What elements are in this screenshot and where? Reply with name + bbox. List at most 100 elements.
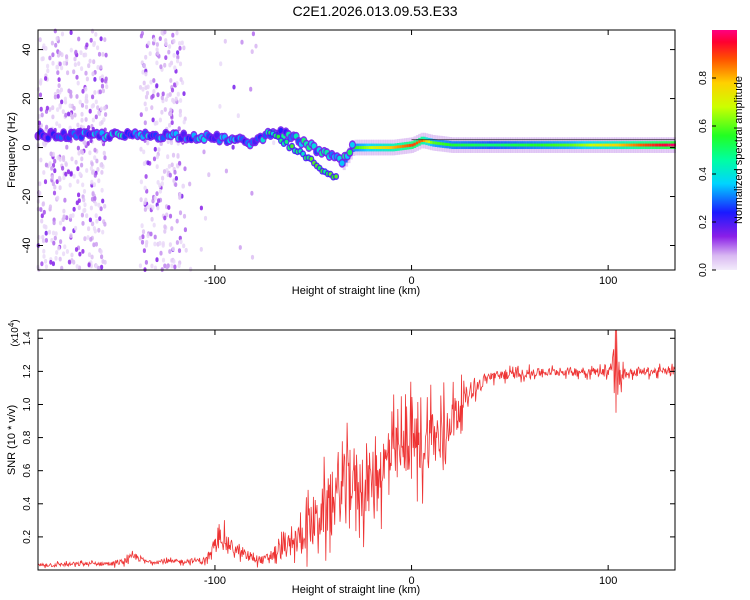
- spectrogram-ridge-core: [451, 143, 455, 147]
- spectrogram-noise-cell: [89, 37, 93, 43]
- spectrogram-ridge-core: [423, 139, 426, 142]
- spectrogram-ridge-core: [583, 143, 587, 147]
- spectrogram-noise-cell: [90, 179, 94, 185]
- spectrogram-ridge-core: [564, 143, 568, 147]
- spectrogram-noise-cell: [146, 233, 150, 239]
- spectrogram-noise-cell: [88, 217, 92, 223]
- spectrogram-ridge-core: [540, 143, 544, 147]
- spectrogram-ridge-core: [472, 143, 476, 147]
- spectrogram-branch-core: [309, 157, 314, 161]
- spectrogram-noise-cell: [47, 229, 52, 235]
- spectrogram-noise-cell: [39, 78, 43, 83]
- spectrogram-ridge-core: [571, 143, 575, 147]
- spectrogram-noise-cell: [85, 93, 89, 99]
- spectrogram-ridge-core: [621, 143, 625, 147]
- spectrogram-noise-cell: [159, 250, 163, 256]
- spectrogram-noise-cell: [90, 104, 94, 109]
- spectrogram-ridge-core: [493, 143, 497, 147]
- snr-y-tick-label: 1.0: [22, 397, 33, 411]
- spectrogram-ridge-core: [578, 143, 582, 147]
- spectrogram-ridge-core: [649, 143, 653, 147]
- spectrogram-ridge-core: [604, 143, 608, 147]
- spectrogram-noise-cell: [174, 96, 178, 102]
- spectrogram-noise-cell: [68, 103, 72, 109]
- spectrogram-ridge-core: [581, 143, 584, 147]
- snr-series-line: [37, 329, 675, 569]
- spectrogram-noise-cell: [183, 227, 187, 233]
- spectrogram-noise-cell: [161, 241, 165, 246]
- spectrogram-noise-cell: [176, 153, 180, 158]
- spectrogram-noise-cell: [138, 235, 142, 241]
- spectrogram-noise-cell: [51, 261, 56, 267]
- spectrogram-noise-cell: [38, 181, 42, 187]
- spectrogram-ridge-core: [588, 143, 592, 147]
- spectrogram-noise-cell: [139, 146, 143, 152]
- spectrogram-noise-cell: [97, 265, 101, 271]
- spectrogram-noise-cell: [173, 169, 177, 175]
- spectrogram-noise-cell: [85, 168, 89, 173]
- spectrogram-noise-cell: [168, 92, 172, 97]
- spectrogram-noise-cell: [55, 64, 59, 70]
- spectrogram-noise-cell: [207, 172, 211, 178]
- spectrogram-noise-cell: [82, 189, 87, 194]
- spectrogram-noise-cell: [40, 218, 44, 224]
- spectrogram-noise-cell: [72, 173, 76, 179]
- spectrogram-noise-cell: [38, 92, 43, 98]
- spectrogram-noise-cell: [44, 46, 48, 51]
- spectrogram-noise-cell: [97, 178, 101, 184]
- spectrogram-noise-cell: [102, 150, 106, 156]
- spectrogram-noise-cell: [63, 244, 67, 250]
- spectrogram-noise-cell: [83, 236, 87, 242]
- spectrogram-noise-cell: [141, 234, 145, 240]
- spectrogram-ridge-core: [550, 143, 554, 147]
- spectrogram-noise-cell: [139, 112, 143, 117]
- spectrogram-ridge-core: [611, 143, 615, 147]
- spectrogram-noise-cell: [62, 60, 66, 66]
- spectrogram-noise-cell: [178, 45, 182, 51]
- spectrogram-noise-cell: [170, 87, 175, 93]
- spectrogram-noise-cell: [56, 70, 60, 75]
- spectrogram-noise-cell: [93, 147, 97, 153]
- spectrogram-noise-cell: [104, 52, 108, 58]
- spectrogram-ridge-core: [614, 143, 618, 147]
- spectrogram-noise-cell: [148, 51, 152, 56]
- snr-multiplier-base: (x10: [10, 327, 21, 347]
- spectrogram-noise-cell: [138, 263, 142, 269]
- spectrogram-noise-cell: [44, 76, 48, 81]
- spectrogram-noise-cell: [68, 182, 72, 188]
- spectrogram-noise-cell: [51, 105, 55, 111]
- spectrogram-noise-cell: [50, 166, 54, 171]
- spectrogram-noise-cell: [60, 265, 64, 271]
- spectrogram-noise-cell: [53, 184, 57, 190]
- spectrogram-noise-cell: [58, 123, 62, 129]
- spectrogram-noise-cell: [84, 104, 89, 110]
- spectrogram-noise-cell: [98, 89, 102, 95]
- spectrogram-noise-cell: [158, 117, 162, 123]
- spectrogram-x-tick-label: -100: [204, 275, 226, 287]
- spectrogram-ridge-core: [481, 143, 485, 147]
- spectrogram-noise-cell: [69, 171, 73, 177]
- spectrogram-noise-cell: [84, 70, 88, 76]
- spectrogram-noise-cell: [52, 240, 56, 246]
- snr-multiplier-close: ): [10, 319, 21, 322]
- spectrogram-noise-cell: [102, 117, 106, 122]
- spectrogram-ridge-core: [415, 141, 419, 145]
- colorbar-tick-label: 0.2: [698, 215, 709, 229]
- spectrogram-noise-cell: [51, 230, 56, 236]
- spectrogram-noise-cell: [45, 105, 50, 111]
- snr-y-tick-label: 0.6: [22, 463, 33, 477]
- spectrogram-noise-cell: [182, 213, 187, 219]
- spectrogram-noise-cell: [93, 90, 97, 95]
- spectrogram-ridge-core: [498, 143, 502, 147]
- spectrogram-noise-cell: [140, 223, 144, 229]
- spectrogram-noise-cell: [74, 159, 78, 165]
- spectrogram-ridge-core: [538, 143, 542, 147]
- spectrogram-noise-cell: [85, 213, 89, 219]
- spectrogram-ridge-core: [434, 141, 438, 145]
- spectrogram-noise-cell: [44, 162, 49, 168]
- spectrogram-noise-cell: [184, 247, 188, 253]
- spectrogram-noise-cell: [77, 205, 81, 211]
- spectrogram-noise-cell: [42, 254, 46, 259]
- spectrogram-noise-cell: [176, 58, 180, 64]
- spectrogram-noise-cell: [85, 76, 89, 82]
